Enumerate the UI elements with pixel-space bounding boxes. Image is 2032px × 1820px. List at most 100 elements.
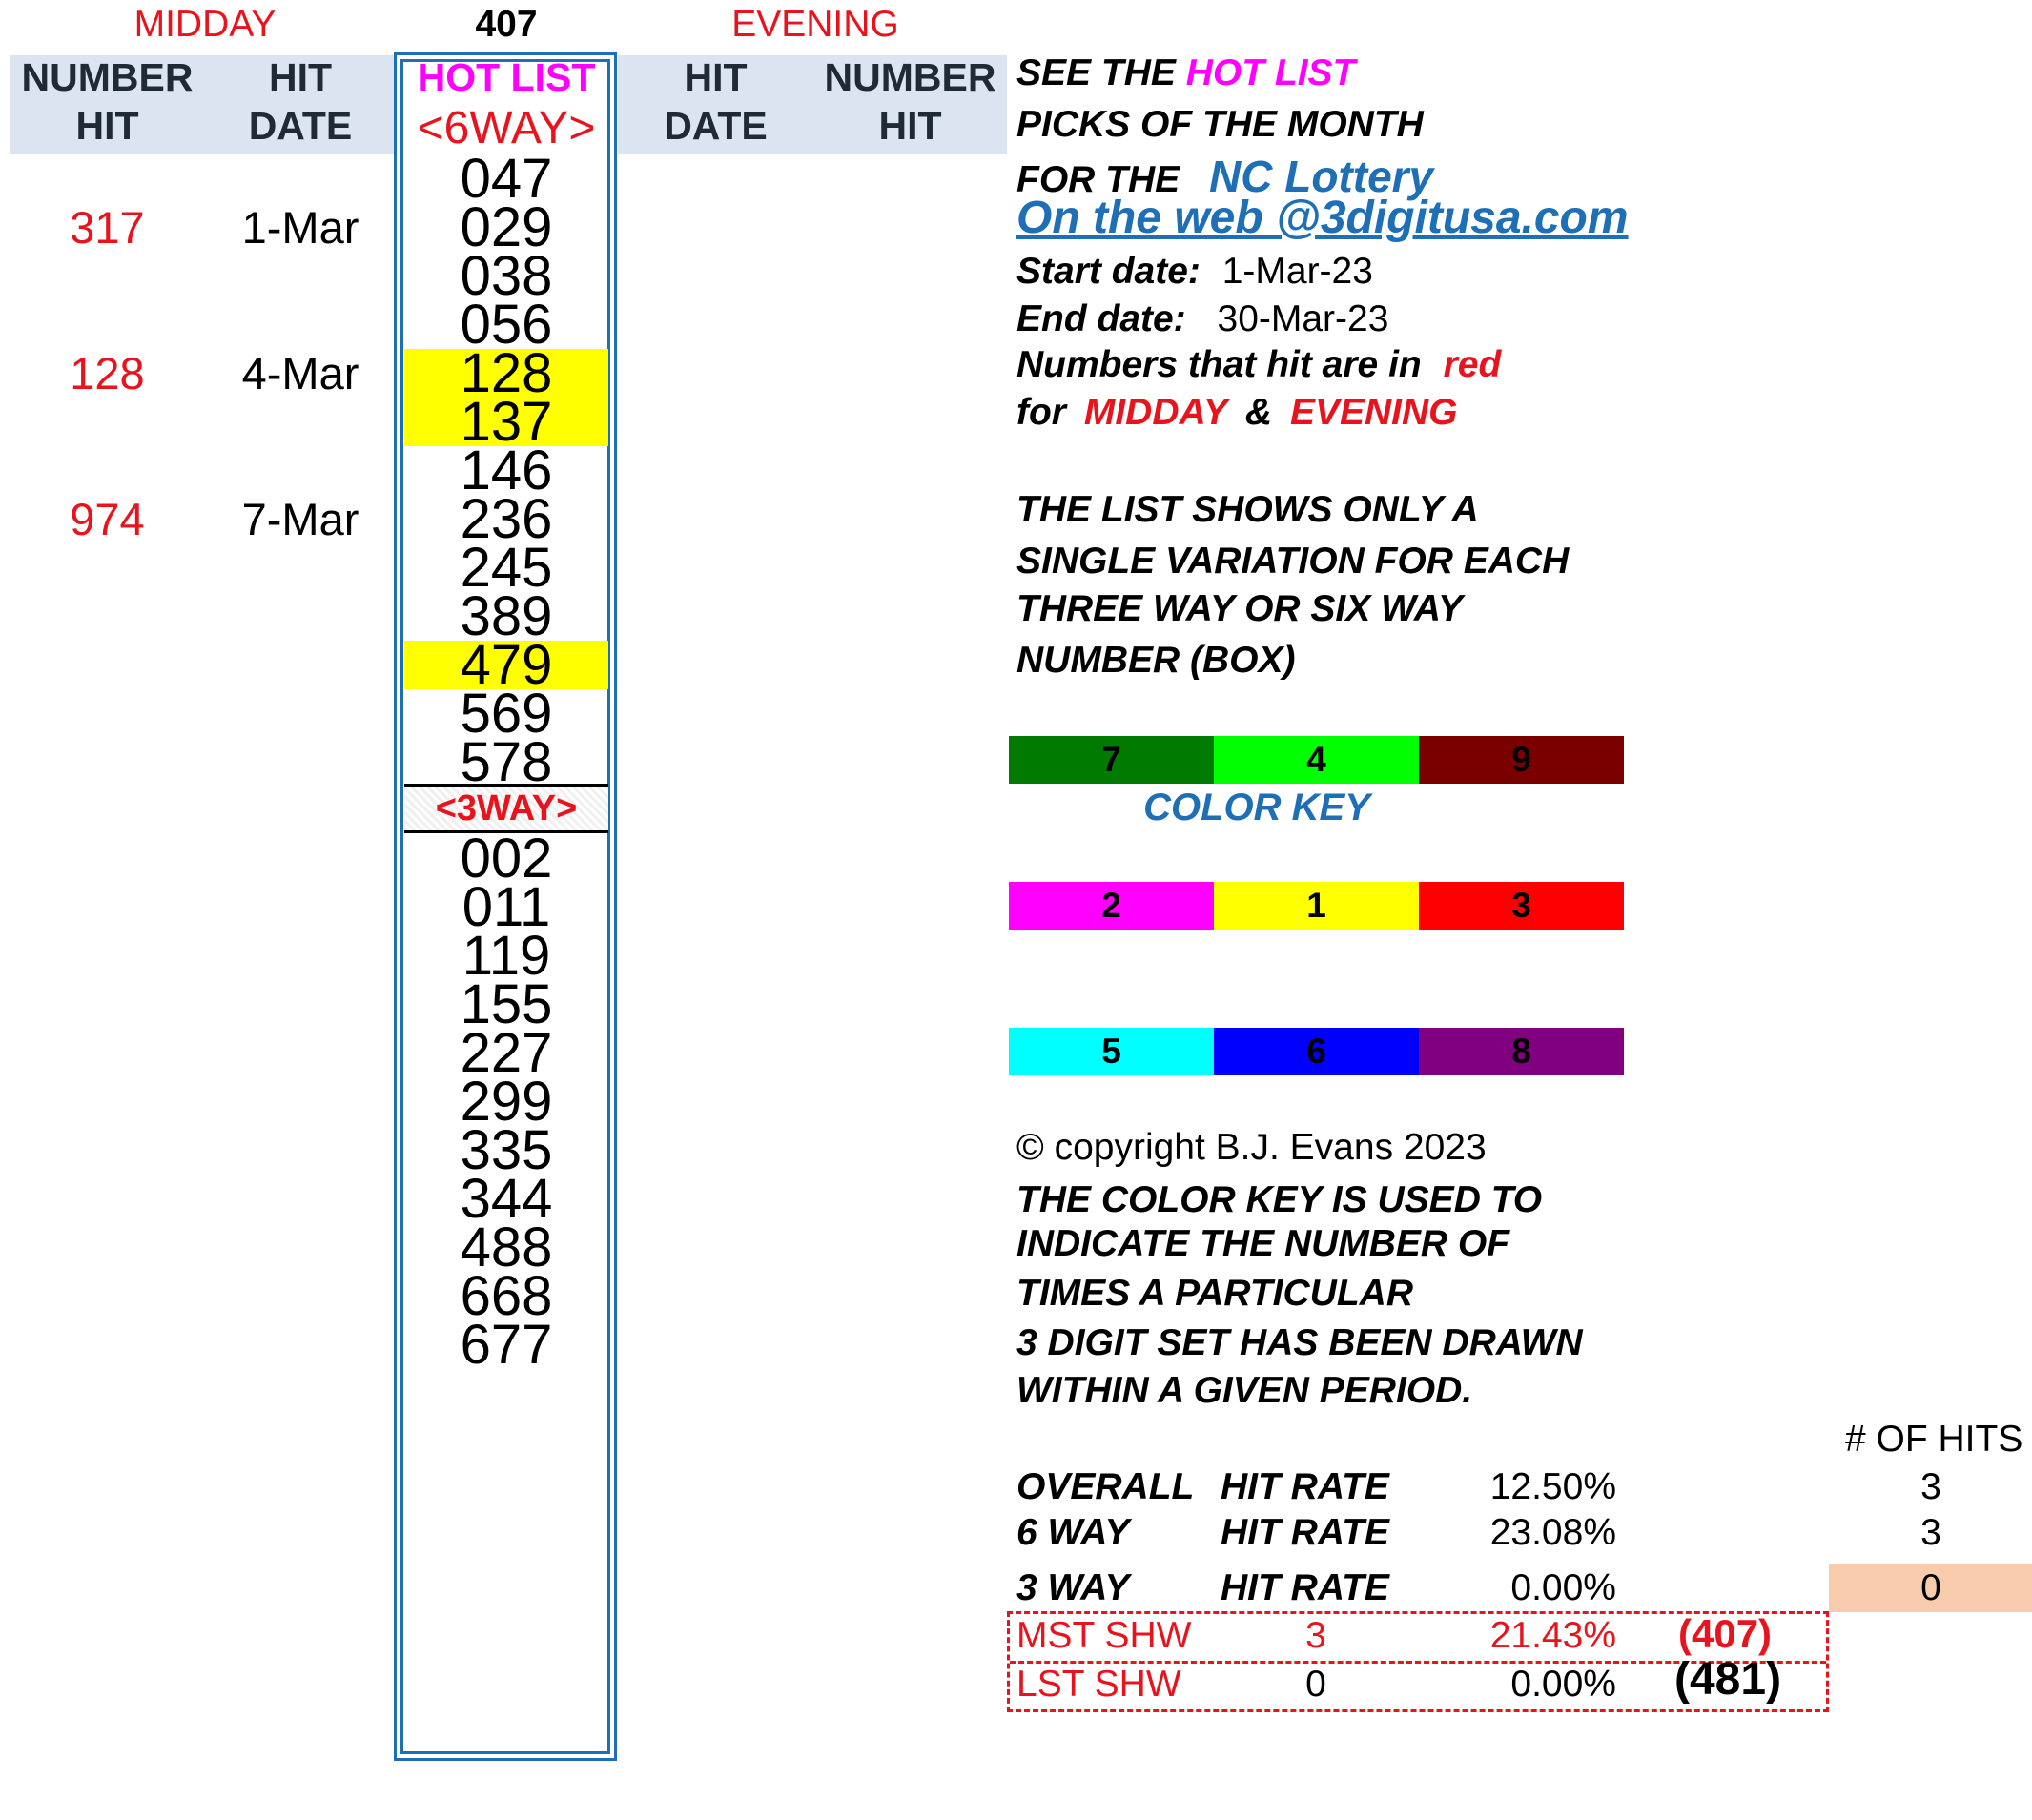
left-col1-line1: NUMBER	[21, 55, 194, 99]
hits-header: # OF HITS	[1845, 1419, 2023, 1460]
three-way-number: 488	[460, 1217, 553, 1278]
evening-label: EVENING	[731, 4, 899, 45]
midday-label: MIDDAY	[133, 4, 277, 45]
three-way-number: 011	[462, 876, 551, 938]
stat-rate-label: HIT RATE	[1221, 1567, 1389, 1608]
color-swatch: 2	[1009, 882, 1214, 930]
least-label: LST SHW	[1016, 1664, 1181, 1705]
list-note-4: NUMBER (BOX)	[1016, 640, 1296, 681]
list-note-3: THREE WAY OR SIX WAY	[1016, 588, 1464, 629]
stat-pct: 0.00%	[1510, 1567, 1616, 1608]
six-way-number: 038	[460, 245, 553, 307]
most-pct: 21.43%	[1489, 1615, 1616, 1656]
color-swatch: 3	[1419, 882, 1624, 930]
color-swatch: 7	[1009, 736, 1214, 784]
stat-label: 3 WAY	[1016, 1567, 1130, 1608]
stat-hits: 0	[1920, 1567, 1941, 1608]
center-number: 407	[475, 4, 538, 45]
hot-list-inner-border	[400, 59, 610, 1754]
for-the-line: FOR THE NC Lottery	[1016, 152, 1434, 201]
stat-hits: 3	[1920, 1466, 1941, 1507]
six-way-number: 056	[460, 294, 553, 356]
color-swatch: 1	[1214, 882, 1419, 930]
six-way-number: 389	[460, 585, 553, 647]
three-way-number: 335	[460, 1119, 553, 1181]
zero-hits-highlight	[1829, 1564, 2032, 1612]
left-col1-line2: HIT	[75, 104, 139, 148]
stat-rate-label: HIT RATE	[1221, 1512, 1389, 1553]
right-col1-line2: DATE	[664, 104, 768, 148]
six-way-label: <6WAY>	[417, 103, 596, 153]
six-way-number: 146	[460, 440, 553, 501]
left-col2-line1: HIT	[268, 55, 333, 99]
lottery-name: NC Lottery	[1209, 152, 1434, 201]
color-note-5: WITHIN A GIVEN PERIOD.	[1016, 1370, 1473, 1411]
three-way-number: 227	[460, 1022, 553, 1084]
six-way-number: 137	[404, 395, 608, 450]
left-col2-line2: DATE	[248, 104, 353, 148]
for-midday-evening-line: for MIDDAY & EVENING	[1016, 392, 1458, 433]
three-way-label: <3WAY>	[435, 788, 578, 828]
hit-number: 974	[70, 494, 145, 544]
color-note-3: TIMES A PARTICULAR	[1016, 1273, 1413, 1314]
most-least-box	[1007, 1611, 1829, 1712]
three-way-number: 119	[462, 925, 551, 987]
least-pct: 0.00%	[1510, 1664, 1616, 1705]
see-hot-list-line: SEE THE HOT LIST	[1016, 52, 1356, 93]
six-way-number: 578	[460, 731, 553, 793]
right-col1-line1: HIT	[684, 55, 748, 99]
six-way-number: 245	[460, 537, 553, 599]
hit-date: 7-Mar	[241, 494, 359, 544]
color-swatch: 8	[1419, 1028, 1624, 1075]
six-way-number: 569	[460, 683, 553, 745]
stat-label: 6 WAY	[1016, 1512, 1130, 1553]
six-way-number: 047	[460, 148, 553, 210]
most-count: 3	[1305, 1615, 1326, 1656]
most-least-divider	[1010, 1661, 1826, 1664]
stat-pct: 23.08%	[1489, 1512, 1616, 1553]
red-word: red	[1443, 344, 1502, 385]
hit-date: 4-Mar	[241, 348, 359, 399]
start-date-line: Start date: 1-Mar-23	[1016, 251, 1373, 292]
end-date-line: End date: 30-Mar-23	[1016, 298, 1389, 339]
most-label: MST SHW	[1016, 1615, 1192, 1656]
hot-list-outer-border	[394, 52, 617, 1761]
color-note-2: INDICATE THE NUMBER OF	[1016, 1223, 1510, 1264]
least-count: 0	[1305, 1664, 1326, 1705]
right-col2-line2: HIT	[878, 104, 942, 148]
hot-list-text: HOT LIST	[1185, 52, 1356, 93]
color-swatch: 5	[1009, 1028, 1214, 1075]
color-note-4: 3 DIGIT SET HAS BEEN DRAWN	[1016, 1322, 1583, 1363]
picks-line: PICKS OF THE MONTH	[1016, 104, 1424, 145]
stat-pct: 12.50%	[1489, 1466, 1616, 1507]
start-date-value: 1-Mar-23	[1221, 251, 1373, 292]
color-note-1: THE COLOR KEY IS USED TO	[1016, 1179, 1543, 1220]
six-way-number: 128	[404, 346, 608, 401]
hot-list-title: HOT LIST	[417, 55, 596, 99]
three-way-divider: <3WAY>	[404, 784, 608, 833]
three-way-number: 344	[460, 1168, 553, 1230]
three-way-number: 299	[460, 1071, 553, 1133]
color-swatch: 9	[1419, 736, 1624, 784]
hit-number: 317	[70, 202, 145, 253]
stat-rate-label: HIT RATE	[1221, 1466, 1389, 1507]
left-header-band	[10, 55, 395, 154]
six-way-number: 479	[404, 638, 608, 693]
three-way-number: 155	[460, 973, 553, 1035]
copyright: © copyright B.J. Evans 2023	[1016, 1127, 1487, 1168]
end-date-value: 30-Mar-23	[1217, 298, 1389, 339]
stat-hits: 3	[1920, 1512, 1941, 1553]
hit-number: 128	[70, 348, 145, 399]
six-way-number: 029	[460, 196, 553, 258]
list-note-1: THE LIST SHOWS ONLY A	[1016, 489, 1479, 530]
right-header-band	[618, 55, 1007, 154]
web-link[interactable]: On the web @3digitusa.com	[1016, 193, 1629, 243]
hit-date: 1-Mar	[241, 202, 359, 253]
color-swatch: 4	[1214, 736, 1419, 784]
three-way-number: 002	[460, 828, 553, 890]
right-col2-line1: NUMBER	[824, 55, 996, 99]
color-swatch: 6	[1214, 1028, 1419, 1075]
three-way-number: 668	[460, 1265, 553, 1327]
most-num: (407)	[1678, 1611, 1773, 1656]
stat-label: OVERALL	[1016, 1466, 1195, 1507]
